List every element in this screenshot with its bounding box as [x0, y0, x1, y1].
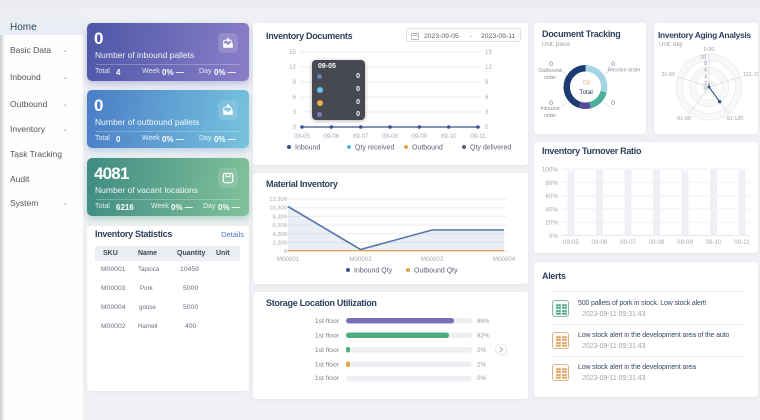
- svg-text:121-150: 121-150: [743, 72, 758, 78]
- svg-text:4: 4: [704, 74, 707, 80]
- svg-text:0: 0: [293, 124, 297, 131]
- svg-text:M00001: M00001: [277, 256, 300, 263]
- svg-text:08: 08: [583, 80, 590, 87]
- svg-text:20%: 20%: [545, 220, 558, 227]
- svg-text:2: 2: [704, 81, 707, 87]
- svg-text:09-08: 09-08: [382, 133, 398, 140]
- svg-text:100%: 100%: [542, 167, 559, 174]
- svg-text:09-11: 09-11: [734, 239, 750, 246]
- svg-text:09-10: 09-10: [705, 239, 722, 246]
- svg-text:6,300: 6,300: [272, 223, 287, 229]
- svg-text:Outbound: Outbound: [538, 68, 561, 74]
- svg-text:8: 8: [704, 61, 707, 67]
- svg-text:10,300: 10,300: [269, 206, 287, 212]
- svg-text:Inbound Qty: Inbound Qty: [354, 268, 393, 275]
- svg-text:Receive order: Receive order: [608, 68, 641, 74]
- svg-text:15: 15: [289, 49, 296, 56]
- svg-text:0: 0: [485, 124, 489, 131]
- svg-text:1st floor: 1st floor: [315, 318, 340, 325]
- svg-text:2%: 2%: [477, 347, 487, 354]
- svg-text:12: 12: [485, 64, 492, 71]
- svg-text:3: 3: [485, 109, 489, 116]
- svg-text:82%: 82%: [477, 333, 490, 340]
- svg-text:10: 10: [700, 55, 706, 61]
- svg-text:1st floor: 1st floor: [315, 375, 340, 382]
- svg-text:09-06: 09-06: [591, 239, 608, 246]
- svg-text:2%: 2%: [477, 362, 487, 369]
- svg-text:Inbound: Inbound: [540, 106, 559, 112]
- svg-text:1st floor: 1st floor: [315, 362, 340, 369]
- svg-text:09-09: 09-09: [677, 239, 694, 246]
- svg-text:15: 15: [485, 49, 492, 56]
- svg-text:2,300: 2,300: [272, 241, 287, 247]
- svg-text:order: order: [544, 113, 557, 119]
- svg-text:Inbound: Inbound: [295, 145, 320, 152]
- svg-text:0: 0: [611, 61, 615, 68]
- svg-text:61-90: 61-90: [677, 116, 691, 122]
- svg-text:09-05: 09-05: [294, 133, 310, 140]
- svg-text:31-60: 31-60: [661, 72, 675, 78]
- svg-text:09-11: 09-11: [470, 133, 486, 140]
- svg-text:3: 3: [293, 109, 297, 116]
- svg-text:1st floor: 1st floor: [315, 333, 340, 340]
- svg-text:Total: Total: [579, 89, 593, 96]
- svg-text:9: 9: [485, 79, 489, 86]
- svg-text:86%: 86%: [477, 318, 490, 325]
- svg-text:Outbound Qty: Outbound Qty: [414, 268, 458, 275]
- svg-text:09-05: 09-05: [563, 239, 580, 246]
- svg-text:4,300: 4,300: [272, 232, 287, 238]
- svg-text:8,300: 8,300: [272, 214, 287, 220]
- svg-text:6: 6: [485, 94, 489, 101]
- svg-text:6: 6: [704, 68, 707, 74]
- svg-text:1st floor: 1st floor: [315, 347, 340, 354]
- svg-text:0: 0: [549, 100, 553, 107]
- svg-text:40%: 40%: [545, 206, 558, 213]
- svg-text:9: 9: [293, 79, 297, 86]
- svg-text:09-08: 09-08: [648, 239, 665, 246]
- svg-text:M00003: M00003: [421, 256, 444, 263]
- svg-text:0-30: 0-30: [704, 47, 715, 53]
- svg-text:09-09: 09-09: [411, 133, 427, 140]
- svg-text:Outbound: Outbound: [412, 145, 443, 152]
- svg-text:Qty delivered: Qty delivered: [470, 145, 511, 152]
- svg-text:0%: 0%: [477, 375, 487, 382]
- svg-text:80%: 80%: [545, 180, 558, 187]
- svg-text:0: 0: [549, 61, 553, 68]
- svg-text:order: order: [544, 75, 557, 81]
- svg-text:6: 6: [293, 94, 297, 101]
- svg-text:09-10: 09-10: [441, 133, 457, 140]
- svg-text:0: 0: [284, 249, 287, 255]
- svg-text:09-07: 09-07: [620, 239, 637, 246]
- svg-text:09-06: 09-06: [323, 133, 339, 140]
- svg-text:60%: 60%: [545, 193, 558, 200]
- svg-text:M00002: M00002: [349, 256, 372, 263]
- svg-text:12: 12: [289, 64, 296, 71]
- svg-text:0%: 0%: [549, 233, 559, 240]
- svg-text:91-120: 91-120: [727, 116, 744, 122]
- svg-text:M00004: M00004: [493, 256, 516, 263]
- svg-text:0: 0: [704, 86, 707, 92]
- svg-text:0: 0: [611, 100, 615, 107]
- svg-text:Qty received: Qty received: [355, 145, 394, 152]
- svg-text:12,300: 12,300: [269, 197, 287, 203]
- svg-text:09-07: 09-07: [353, 133, 369, 140]
